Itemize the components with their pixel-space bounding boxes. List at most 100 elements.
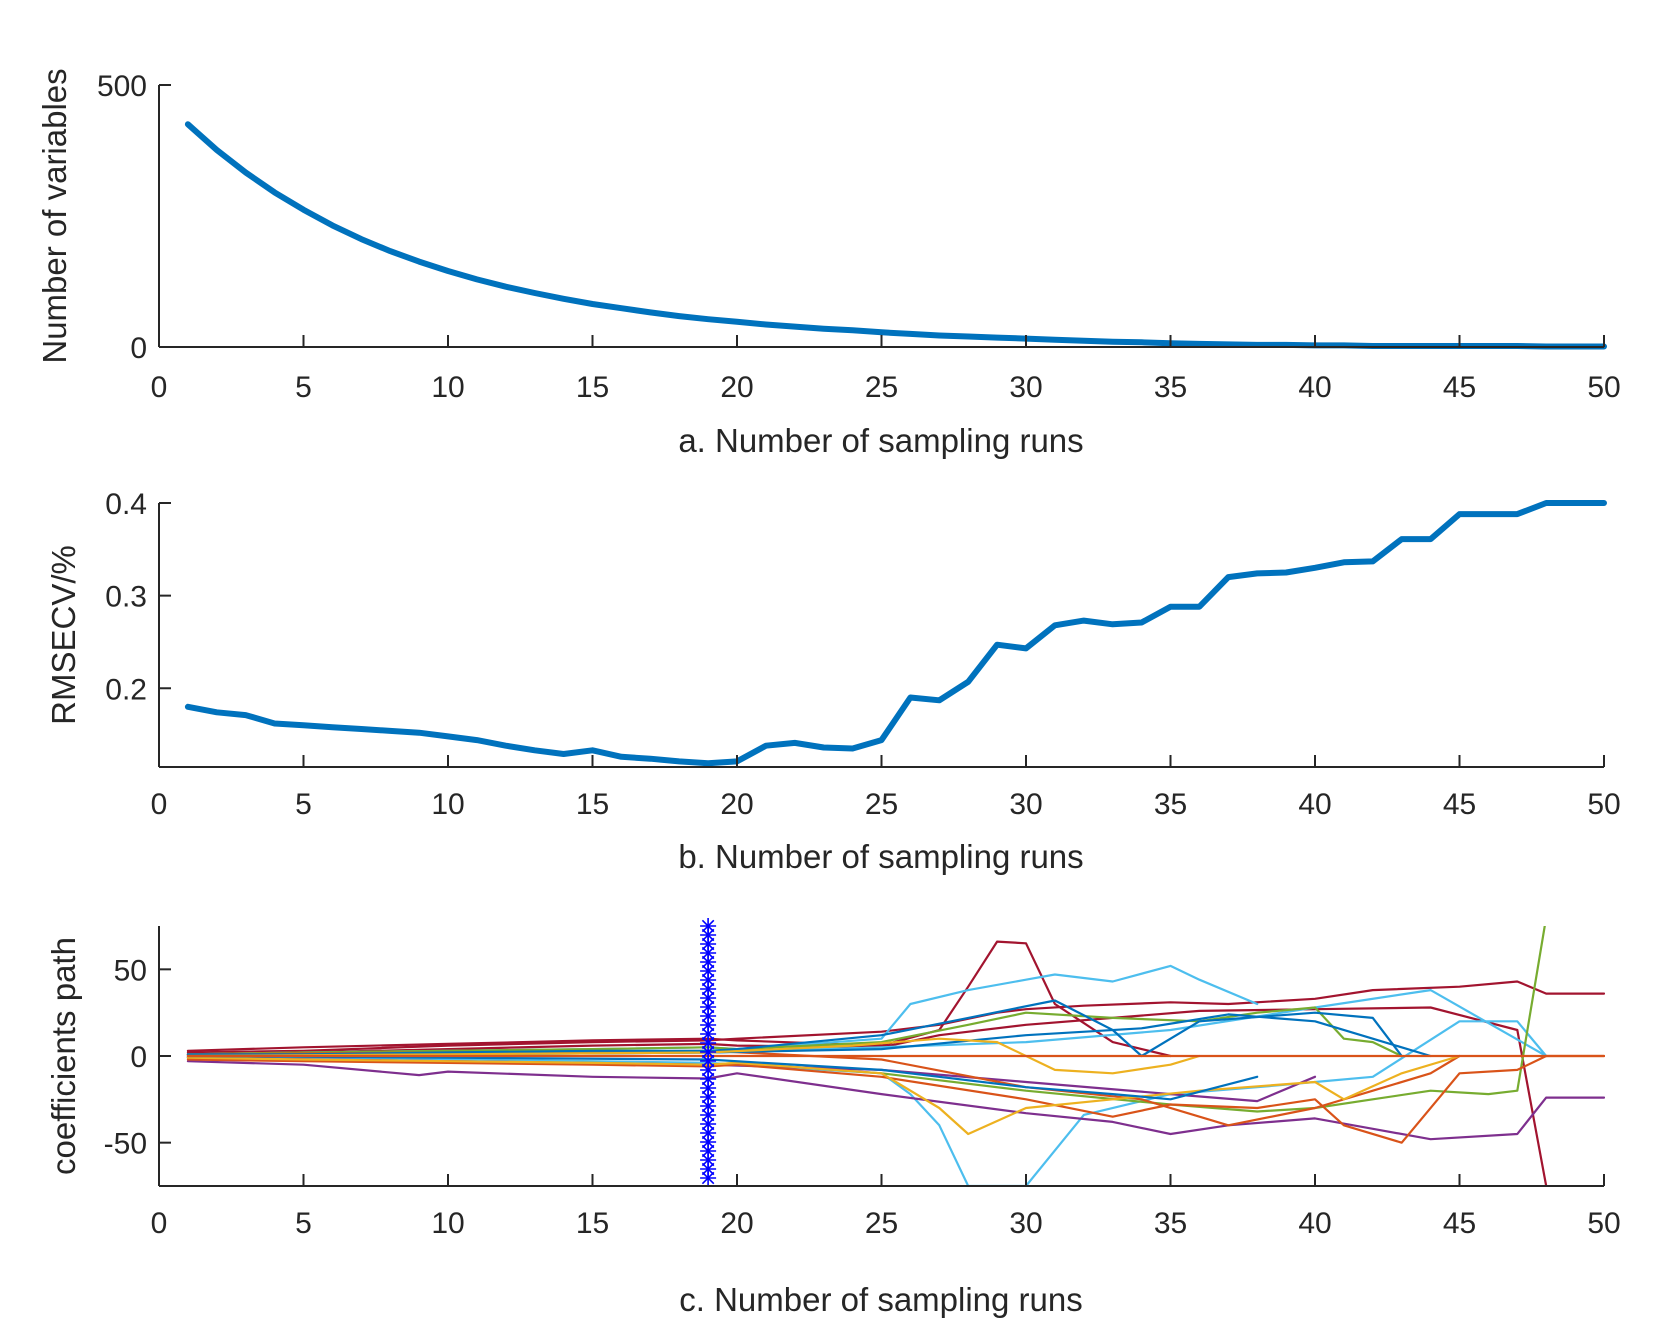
panel-c-xlabel: c. Number of sampling runs bbox=[679, 1281, 1083, 1318]
y-tick-label: 0.4 bbox=[105, 488, 147, 521]
x-tick-label: 10 bbox=[431, 788, 464, 821]
optimal-run-asterisk bbox=[701, 1171, 715, 1185]
x-tick-label: 45 bbox=[1443, 1207, 1476, 1240]
optimal-run-asterisk bbox=[701, 982, 715, 996]
x-tick-label: 10 bbox=[431, 1207, 464, 1240]
optimal-run-asterisk bbox=[701, 973, 715, 987]
x-tick-label: 50 bbox=[1587, 371, 1620, 404]
optimal-run-asterisk bbox=[701, 964, 715, 978]
panel-a-xlabel: a. Number of sampling runs bbox=[678, 422, 1083, 459]
series-line-c14 bbox=[186, 999, 1403, 1058]
optimal-run-asterisk bbox=[701, 1153, 715, 1167]
y-tick-label: -50 bbox=[104, 1128, 147, 1161]
x-tick-label: 35 bbox=[1154, 371, 1187, 404]
panel-a-ylabel: Number of variables bbox=[36, 68, 73, 363]
optimal-run-asterisk bbox=[701, 1117, 715, 1131]
x-tick-label: 45 bbox=[1443, 371, 1476, 404]
x-tick-label: 15 bbox=[576, 1207, 609, 1240]
series-line-c4 bbox=[186, 964, 1259, 1056]
x-tick-label: 5 bbox=[295, 788, 312, 821]
x-tick-label: 30 bbox=[1009, 788, 1042, 821]
series-line-c15 bbox=[186, 1054, 1259, 1101]
optimal-run-asterisk bbox=[701, 1072, 715, 1086]
x-tick-label: 30 bbox=[1009, 1207, 1042, 1240]
x-tick-label: 0 bbox=[151, 371, 168, 404]
optimal-run-asterisk bbox=[701, 1027, 715, 1041]
panel-c-ticks: 0 5 10 15 20 25 30 35 40 45 50 -50 0 50 bbox=[104, 954, 1621, 1240]
x-tick-label: 5 bbox=[295, 1207, 312, 1240]
y-tick-label: 0.3 bbox=[105, 581, 147, 614]
panel-c: 0 5 10 15 20 25 30 35 40 45 50 -50 0 50 c. Number of … bbox=[45, 918, 1621, 1318]
y-tick-label: 50 bbox=[114, 954, 147, 987]
y-tick-label: 0.2 bbox=[105, 673, 147, 706]
optimal-run-asterisk bbox=[701, 1099, 715, 1113]
x-tick-label: 15 bbox=[576, 788, 609, 821]
x-tick-label: 40 bbox=[1298, 788, 1331, 821]
x-tick-label: 20 bbox=[720, 1207, 753, 1240]
panel-b: 0 5 10 15 20 25 30 35 40 45 50 0.2 0.3 0.4 b. Number … bbox=[45, 488, 1621, 875]
x-tick-label: 20 bbox=[720, 788, 753, 821]
x-tick-label: 25 bbox=[865, 1207, 898, 1240]
optimal-run-asterisk bbox=[701, 1054, 715, 1068]
optimal-run-asterisk bbox=[701, 1108, 715, 1122]
panel-c-optimal-marker bbox=[700, 918, 717, 1186]
series-line-c11 bbox=[186, 1054, 1605, 1144]
x-tick-label: 45 bbox=[1443, 788, 1476, 821]
panel-a-series bbox=[184, 121, 1607, 350]
optimal-run-asterisk bbox=[701, 1000, 715, 1014]
x-tick-label: 40 bbox=[1298, 1207, 1331, 1240]
series-line-RMSECV bbox=[184, 500, 1607, 767]
optimal-run-asterisk bbox=[701, 991, 715, 1005]
x-tick-label: 30 bbox=[1009, 371, 1042, 404]
optimal-run-asterisk bbox=[701, 946, 715, 960]
optimal-run-asterisk bbox=[701, 1009, 715, 1023]
series-line-c2 bbox=[186, 940, 1172, 1058]
optimal-run-asterisk bbox=[701, 1162, 715, 1176]
panel-b-xlabel: b. Number of sampling runs bbox=[678, 838, 1083, 875]
x-tick-label: 0 bbox=[151, 1207, 168, 1240]
optimal-run-asterisk bbox=[701, 1063, 715, 1077]
panel-b-ticks: 0 5 10 15 20 25 30 35 40 45 50 0.2 0.3 0.4 bbox=[105, 488, 1620, 821]
panel-b-ylabel: RMSECV/% bbox=[45, 545, 82, 725]
y-tick-label: 500 bbox=[97, 70, 147, 103]
x-tick-label: 40 bbox=[1298, 371, 1331, 404]
x-tick-label: 50 bbox=[1587, 1207, 1620, 1240]
optimal-run-asterisk bbox=[701, 955, 715, 969]
x-tick-label: 25 bbox=[865, 788, 898, 821]
panel-c-ylabel: coefficients path bbox=[45, 937, 82, 1175]
optimal-run-asterisk bbox=[701, 1045, 715, 1059]
panel-b-series bbox=[184, 500, 1607, 767]
x-tick-label: 0 bbox=[151, 788, 168, 821]
x-tick-label: 10 bbox=[431, 371, 464, 404]
x-tick-label: 20 bbox=[720, 371, 753, 404]
x-tick-label: 35 bbox=[1154, 788, 1187, 821]
optimal-run-asterisk bbox=[701, 1144, 715, 1158]
optimal-run-asterisk bbox=[701, 919, 715, 933]
optimal-run-asterisk bbox=[701, 1135, 715, 1149]
x-tick-label: 5 bbox=[295, 371, 312, 404]
series-line-c5 bbox=[186, 1020, 1548, 1186]
series-line-c13 bbox=[186, 1054, 1461, 1136]
x-tick-label: 35 bbox=[1154, 1207, 1187, 1240]
series-line-c7 bbox=[186, 1006, 1403, 1058]
optimal-run-asterisk bbox=[701, 1090, 715, 1104]
y-tick-label: 0 bbox=[130, 332, 147, 365]
optimal-run-asterisk bbox=[701, 1081, 715, 1095]
series-line-c9 bbox=[186, 1060, 1605, 1141]
series-line-number of variables bbox=[184, 121, 1607, 350]
optimal-run-asterisk bbox=[701, 1036, 715, 1050]
optimal-run-asterisk bbox=[701, 1126, 715, 1140]
optimal-run-asterisk bbox=[701, 1018, 715, 1032]
optimal-run-asterisk bbox=[701, 928, 715, 942]
series-line-c3 bbox=[186, 1006, 1548, 1186]
optimal-run-asterisk bbox=[701, 937, 715, 951]
x-tick-label: 15 bbox=[576, 371, 609, 404]
series-line-c1 bbox=[186, 980, 1605, 1054]
y-tick-label: 0 bbox=[130, 1041, 147, 1074]
series-line-c17 bbox=[186, 1037, 1201, 1075]
panel-c-series bbox=[186, 926, 1605, 1186]
x-tick-label: 50 bbox=[1587, 788, 1620, 821]
